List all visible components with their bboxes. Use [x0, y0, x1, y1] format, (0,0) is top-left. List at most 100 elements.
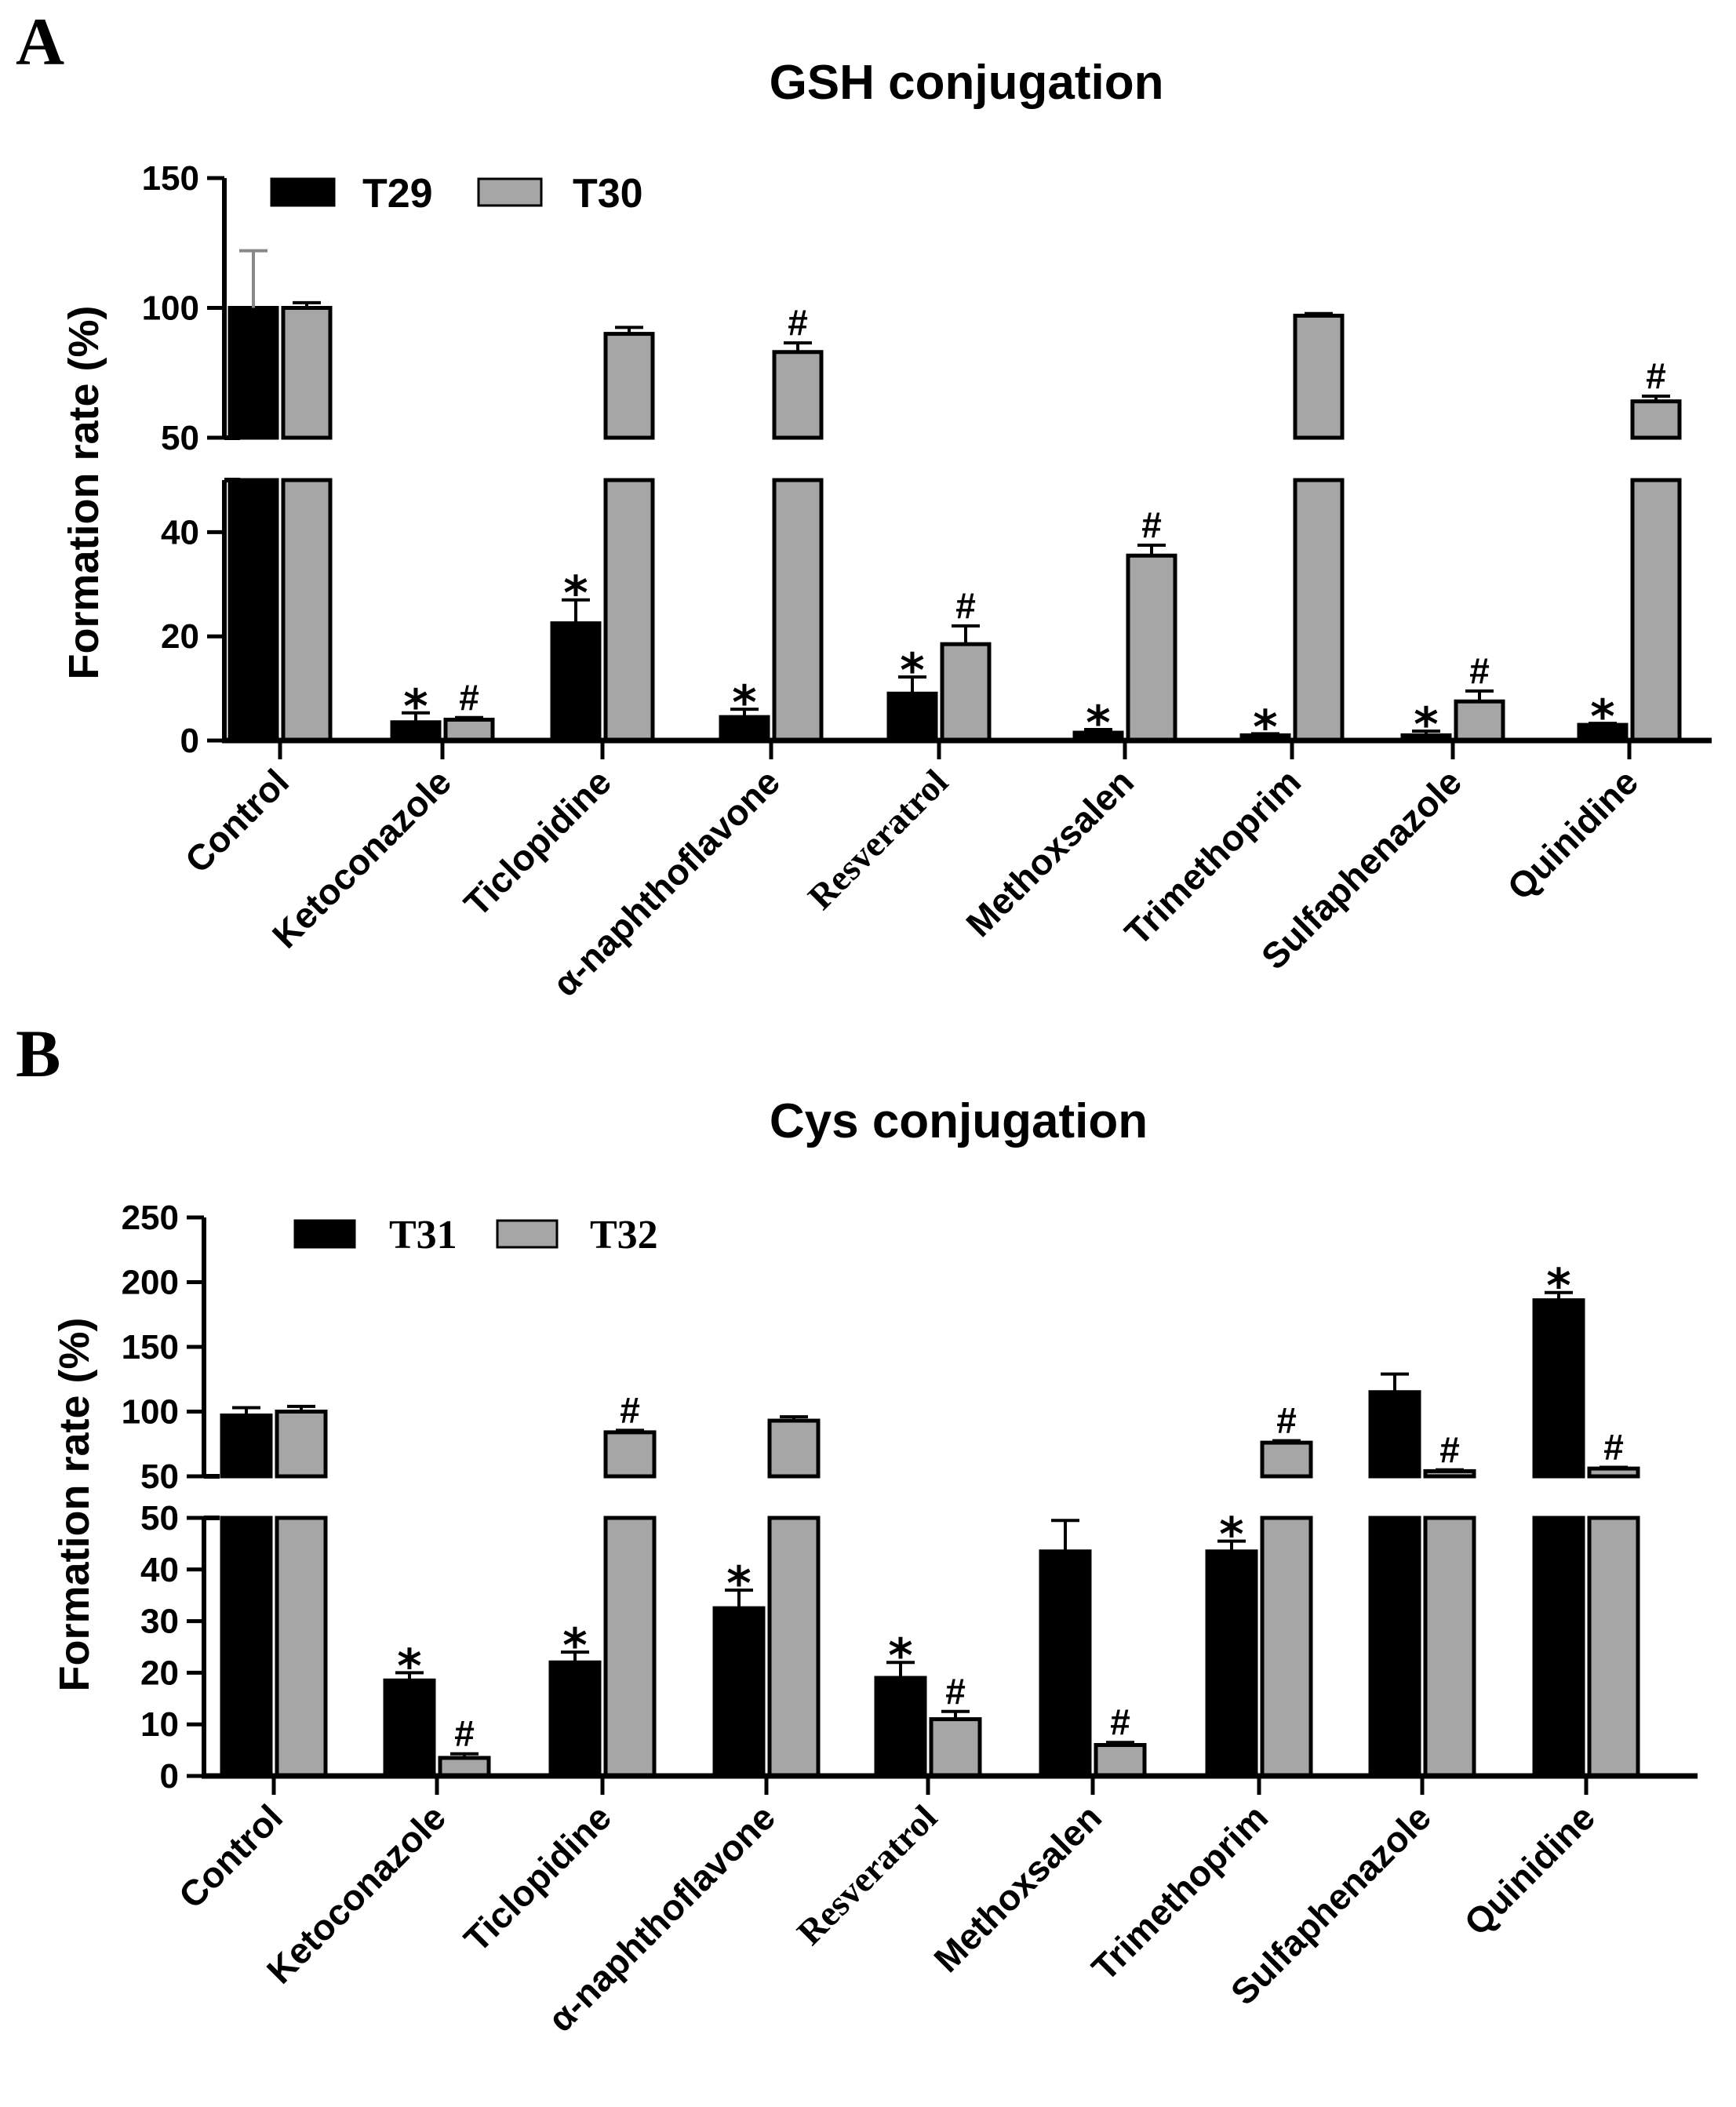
panel-b-bar-t32-sulfaphenazole [1423, 1516, 1476, 1778]
panel-b-category-label-quinidine: Quinidine [1456, 1796, 1603, 1943]
panel-b-bar-upper-t32-sulfaphenazole [1423, 1468, 1476, 1479]
panel-a-bar-t30-trimethoprim [1293, 478, 1345, 743]
panel-b-bar-t32-naphthoflavone [767, 1516, 821, 1778]
panel-a-category-label-control: Control [177, 761, 297, 880]
panel-b-bar-t31-control [220, 1516, 273, 1778]
panel-a-sig-mark-t30-naphthoflavone: # [788, 302, 808, 343]
panel-b-sig-mark-t32-ketoconazole: # [454, 1713, 475, 1754]
legend-swatch-t31 [293, 1219, 356, 1249]
panel-a-bar-t29-resveratrol [886, 691, 938, 743]
panel-b-bar-t32-ticlopidine [603, 1516, 657, 1778]
panel-b-sig-mark-t31-naphthoflavone: * [726, 1556, 751, 1611]
panel-a-sig-mark-t29-ketoconazole: * [403, 679, 428, 734]
panel-b-sig-mark-t32-methoxsalen: # [1110, 1701, 1130, 1742]
panel-a-ytick-label-lower-0: 0 [180, 722, 199, 760]
panel-b-bar-t31-quinidine [1532, 1516, 1585, 1778]
panel-a-category-label-ticlopidine: Ticlopidine [456, 761, 619, 924]
panel-b-title: Cys conjugation [770, 1094, 1148, 1148]
panel-a-category-label-quinidine: Quinidine [1499, 761, 1646, 908]
legend-swatch-t30 [477, 177, 543, 207]
panel-b-bar-t31-resveratrol [874, 1676, 927, 1778]
panel-a-bar-t29-ticlopidine [550, 621, 602, 743]
panel-a-bar-t30-ticlopidine [603, 478, 655, 743]
panel-b-bar-t31-trimethoprim [1205, 1549, 1258, 1778]
panel-b-bar-t31-ticlopidine [548, 1660, 602, 1778]
panel-a-bar-t30-methoxsalen [1126, 553, 1177, 743]
panel-a-ytick-label-upper-150: 150 [142, 159, 199, 198]
panel-b-ytick-label-upper-200: 200 [122, 1264, 179, 1302]
panel-a-sig-mark-t29-naphthoflavone: * [732, 675, 756, 730]
panel-b-bar-upper-t31-sulfaphenazole [1368, 1390, 1421, 1479]
legend-label-t30: T30 [573, 171, 643, 217]
panel-b-category-label-ticlopidine: Ticlopidine [456, 1796, 619, 1960]
panel-a-bar-t29-control [227, 478, 279, 743]
panel-b-bar-t31-methoxsalen [1039, 1549, 1092, 1778]
panel-a-bar-upper-t30-ticlopidine [603, 332, 655, 440]
panel-b-ytick-label-upper-100: 100 [122, 1393, 179, 1432]
panel-a-sig-mark-t29-ticlopidine: * [563, 566, 588, 621]
legend-swatch-t29 [270, 177, 336, 207]
panel-b-ytick-label-upper-150: 150 [122, 1328, 179, 1366]
panel-b-sig-mark-t31-ticlopidine: * [562, 1618, 587, 1673]
panel-b-sig-mark-t32-trimethoprim: # [1276, 1400, 1297, 1441]
panel-a-label: A [16, 4, 64, 79]
panel-b-sig-mark-t32-sulfaphenazole: # [1439, 1429, 1460, 1470]
panel-b-label: B [16, 1016, 60, 1091]
panel-b-bar-upper-t32-naphthoflavone [767, 1418, 821, 1479]
panel-b-bar-t31-ketoconazole [383, 1678, 436, 1778]
panel-b-sig-mark-t31-trimethoprim: * [1219, 1508, 1243, 1563]
panel-b-ytick-label-lower-20: 20 [140, 1654, 179, 1692]
panel-a-bar-upper-t30-trimethoprim [1293, 313, 1345, 440]
panel-b-ytick-label-upper-50: 50 [140, 1457, 179, 1496]
panel-b-sig-mark-t32-resveratrol: # [945, 1671, 966, 1712]
panel-a-ytick-label-lower-40: 40 [161, 513, 199, 551]
panel-b-bar-upper-t32-quinidine [1587, 1466, 1640, 1479]
panel-b-legend: T31 T32 [293, 1213, 658, 1257]
panel-b-sig-mark-t32-quinidine: # [1603, 1426, 1624, 1467]
panel-a-bar-t30-control [281, 478, 333, 743]
panel-a-sig-mark-t30-ketoconazole: # [459, 677, 479, 718]
panel-a-bar-upper-t30-control [281, 306, 333, 440]
panel-b-bar-t32-trimethoprim [1260, 1516, 1313, 1778]
panel-b-ytick-label-lower-40: 40 [140, 1551, 179, 1589]
panel-b-bar-t32-resveratrol [929, 1717, 982, 1778]
panel-a-sig-mark-t30-sulfaphenazole: # [1469, 650, 1490, 691]
panel-a-ytick-label-upper-100: 100 [142, 289, 199, 328]
panel-a-ytick-label-lower-20: 20 [161, 617, 199, 656]
panel-a: A GSH conjugation Formation rate (%) T29… [16, 4, 1712, 1004]
panel-b-sig-mark-t31-ketoconazole: * [397, 1639, 421, 1694]
panel-a-bar-t30-sulfaphenazole [1454, 699, 1505, 743]
panel-a-sig-mark-t29-resveratrol: * [900, 643, 924, 698]
legend-label-t31: T31 [389, 1213, 457, 1257]
panel-b-category-label-resveratrol: Resveratrol [789, 1797, 944, 1952]
panel-b-ytick-label-lower-10: 10 [140, 1705, 179, 1744]
panel-a-sig-mark-t30-resveratrol: # [955, 585, 976, 626]
panel-a-bar-t30-ketoconazole [443, 717, 495, 743]
panel-a-sig-mark-t29-trimethoprim: * [1253, 700, 1277, 755]
panel-b-category-label-control: Control [171, 1796, 290, 1916]
panel-b-bar-t32-control [275, 1516, 328, 1778]
panel-b: B Cys conjugation Formation rate (%) T31… [16, 1016, 1698, 2040]
panel-b-category-label-methoxsalen: Methoxsalen [926, 1796, 1109, 1980]
panel-a-bar-t30-naphthoflavone [772, 478, 824, 743]
panel-b-ytick-label-upper-250: 250 [122, 1199, 179, 1237]
panel-a-bar-upper-t29-control [227, 306, 279, 440]
panel-b-bar-t32-quinidine [1587, 1516, 1640, 1778]
panel-a-category-label-resveratrol: Resveratrol [800, 762, 955, 917]
panel-b-ytick-label-lower-0: 0 [160, 1757, 179, 1796]
legend-swatch-t32 [496, 1219, 559, 1249]
panel-b-bar-upper-t32-ticlopidine [603, 1430, 657, 1479]
panel-a-sig-mark-t29-quinidine: * [1590, 690, 1614, 744]
panel-b-bar-t32-methoxsalen [1094, 1743, 1147, 1778]
panel-b-sig-mark-t31-quinidine: * [1546, 1259, 1570, 1314]
panel-a-bar-t30-resveratrol [940, 642, 992, 743]
legend-label-t32: T32 [590, 1213, 658, 1257]
panel-b-y-axis-label: Formation rate (%) [51, 1317, 98, 1691]
panel-b-bar-t31-sulfaphenazole [1368, 1516, 1421, 1778]
panel-b-ytick-label-lower-30: 30 [140, 1603, 179, 1641]
panel-a-ytick-label-upper-50: 50 [161, 419, 199, 457]
panel-a-y-axis-label: Formation rate (%) [60, 305, 107, 679]
panel-a-bar-upper-t30-quinidine [1630, 399, 1682, 440]
legend-label-t29: T29 [362, 171, 433, 217]
